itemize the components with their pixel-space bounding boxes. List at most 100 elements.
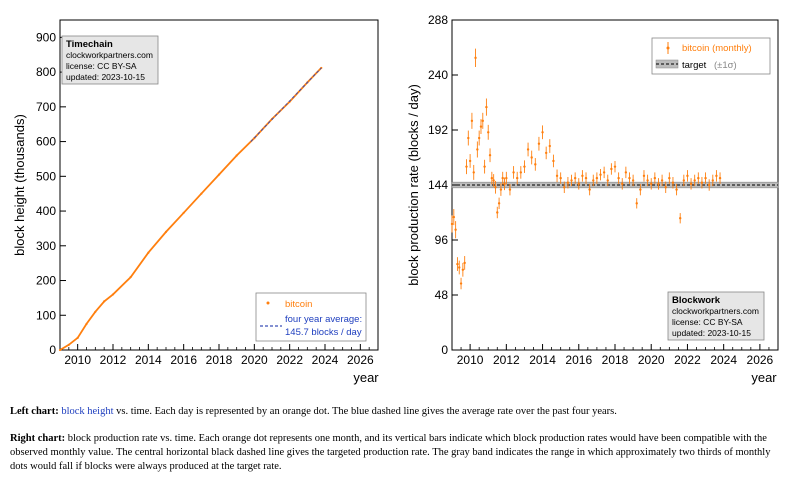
bitcoin-height-point: [129, 275, 132, 279]
right-infobox-bg: [667, 291, 765, 341]
bitcoin-height-point: [58, 348, 62, 352]
monthly-point: [599, 173, 602, 176]
left-ylabel: block height (thousands): [12, 114, 27, 256]
left-ytick-label: 700: [36, 100, 56, 114]
left-xtick-label: 2016: [170, 353, 197, 367]
monthly-point: [679, 217, 682, 220]
monthly-point: [650, 182, 653, 186]
monthly-point: [631, 179, 635, 182]
monthly-point: [682, 179, 686, 182]
monthly-point: [704, 176, 707, 180]
monthly-point: [461, 268, 465, 271]
monthly-point: [465, 165, 468, 168]
right-infobox-line: clockworkpartners.com: [672, 306, 759, 316]
left-xtick-label: 2012: [100, 353, 127, 367]
monthly-point: [635, 202, 638, 205]
monthly-point: [693, 179, 696, 182]
right-xtick-label: 2024: [710, 353, 737, 367]
bitcoin-height-point: [85, 322, 88, 326]
monthly-point: [664, 186, 667, 189]
left-infobox-bg: [61, 35, 159, 85]
monthly-point: [483, 165, 486, 168]
monthly-point: [450, 222, 454, 226]
right-ytick-label: 144: [428, 178, 448, 192]
monthly-point: [494, 186, 497, 189]
monthly-point: [481, 119, 484, 123]
left-xtick-label: 2014: [135, 353, 162, 367]
monthly-point: [470, 119, 474, 123]
monthly-point: [477, 136, 481, 140]
monthly-point: [577, 182, 580, 186]
monthly-point: [660, 179, 664, 182]
monthly-point: [653, 176, 657, 180]
monthly-point: [715, 174, 718, 178]
monthly-point: [548, 144, 551, 148]
left-legend: bitcoin four year average: 145.7 blocks …: [255, 292, 367, 342]
left-legend-bg: [255, 292, 367, 342]
left-chart: 2010 2012 2014 2016 2018 2020 2022 2024 2026 0 100…: [0, 0, 400, 392]
left-xtick-label: 2026: [347, 353, 374, 367]
block-height-link[interactable]: block height: [61, 406, 114, 417]
right-xtick-label: 2018: [602, 353, 629, 367]
left-xtick-label: 2020: [241, 353, 268, 367]
right-ytick-label: 288: [428, 13, 448, 27]
monthly-point: [610, 167, 613, 171]
monthly-point: [707, 183, 711, 187]
monthly-point: [496, 211, 499, 214]
right-chart: 2010 2012 2014 2016 2018 2020 2022 2024 2026 0 48 9…: [400, 0, 800, 392]
monthly-point: [541, 131, 544, 134]
monthly-point: [628, 176, 631, 180]
left-ytick-label: 500: [36, 169, 56, 183]
right-caption-label: Right chart:: [10, 433, 66, 444]
monthly-point: [566, 181, 570, 184]
monthly-point: [463, 261, 466, 265]
right-ytick-label: 96: [435, 233, 449, 247]
four-year-average-line: [250, 67, 322, 142]
monthly-point: [474, 56, 477, 60]
left-series-layer: [58, 66, 323, 352]
right-legend-target: target: [682, 60, 707, 71]
monthly-point: [523, 165, 526, 168]
right-xtick-label: 2012: [493, 353, 520, 367]
monthly-point: [559, 176, 562, 180]
right-ytick-label: 192: [428, 123, 448, 137]
monthly-point: [516, 176, 519, 180]
monthly-point: [490, 176, 494, 180]
monthly-point: [476, 148, 479, 151]
monthly-point: [505, 176, 508, 180]
monthly-point: [657, 182, 660, 186]
monthly-point: [595, 176, 599, 180]
right-xtick-label: 2014: [529, 353, 556, 367]
bitcoin-height-point: [94, 310, 97, 313]
monthly-point: [686, 174, 689, 178]
monthly-point: [621, 182, 624, 186]
left-infobox-title: Timechain: [66, 39, 113, 50]
bitcoin-height-point: [217, 173, 221, 176]
monthly-point: [492, 179, 495, 182]
left-ytick-label: 100: [36, 308, 56, 322]
right-xlabel: year: [751, 370, 777, 385]
left-ytick-label: 900: [36, 30, 56, 44]
right-xtick-label: 2010: [457, 353, 484, 367]
right-ylabel: block production rate (blocks / day): [406, 84, 421, 286]
monthly-point: [573, 176, 577, 180]
monthly-point: [642, 174, 646, 178]
monthly-point: [606, 179, 609, 182]
monthly-point: [689, 182, 693, 186]
right-xtick-label: 2016: [565, 353, 592, 367]
monthly-point: [671, 181, 675, 184]
left-legend-marker: [266, 301, 270, 305]
bitcoin-height-point: [103, 300, 106, 303]
monthly-point: [459, 282, 463, 285]
bitcoin-height-point: [164, 230, 168, 233]
right-infobox-line: license: CC BY-SA: [672, 317, 743, 327]
monthly-point: [452, 215, 456, 219]
right-legend-target-band: (±1σ): [714, 60, 737, 71]
bitcoin-height-point: [182, 211, 185, 214]
left-chart-svg: 2010 2012 2014 2016 2018 2020 2022 2024 2026 0 100…: [12, 19, 379, 385]
left-ytick-label: 0: [49, 343, 56, 357]
right-xtick-label: 2020: [638, 353, 665, 367]
left-legend-avg1: four year average:: [285, 314, 362, 325]
left-legend-avg2: 145.7 blocks / day: [285, 327, 362, 338]
monthly-point: [592, 179, 595, 182]
